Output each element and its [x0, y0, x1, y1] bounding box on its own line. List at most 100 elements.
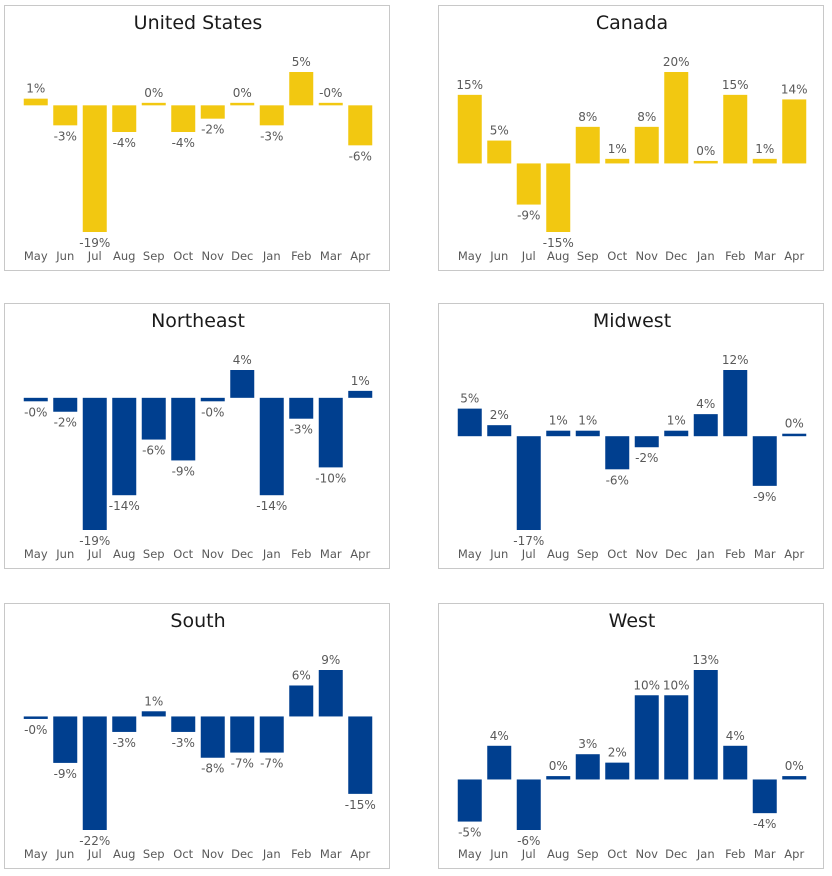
chart-title: Canada: [596, 12, 668, 34]
bar: [53, 716, 78, 763]
data-label: 4%: [490, 729, 509, 743]
bar: [230, 370, 255, 398]
bar: [289, 72, 314, 106]
bar: [348, 716, 373, 794]
bar: [664, 430, 689, 437]
x-tick-label: Jun: [489, 847, 508, 861]
chart-panel-midwest: Midwest 5% May 2% Jun -17% Jul 1% Aug 1% Sep -6% Oct…: [438, 303, 824, 569]
x-tick-label: Dec: [665, 547, 687, 561]
bar: [605, 436, 630, 470]
data-label: 2%: [608, 746, 627, 760]
bar: [693, 670, 718, 780]
chart-svg: Midwest 5% May 2% Jun -17%Jul 1% Aug 1% Sep -6% Oct…: [457, 310, 807, 561]
bar: [693, 414, 718, 437]
bar: [289, 685, 314, 717]
bar: [230, 102, 255, 106]
x-tick-label: Dec: [231, 847, 253, 861]
x-tick-label: Aug: [547, 547, 569, 561]
data-label: -7%: [231, 757, 254, 771]
data-label: 8%: [637, 110, 656, 124]
x-tick-label: Jan: [696, 249, 715, 263]
data-label: -9%: [172, 464, 195, 478]
bar: [605, 762, 630, 780]
data-label: -3%: [290, 423, 313, 437]
bar: [230, 716, 255, 753]
bar: [516, 779, 541, 830]
chart-title: Midwest: [593, 310, 671, 332]
data-label: 1%: [549, 414, 568, 428]
x-tick-label: Feb: [725, 847, 745, 861]
bar: [289, 397, 314, 419]
bar: [348, 390, 373, 398]
x-tick-label: Oct: [173, 249, 193, 263]
chart-title: Northeast: [151, 310, 245, 332]
bar: [546, 776, 571, 780]
x-tick-label: Nov: [636, 847, 659, 861]
bar: [112, 105, 137, 132]
x-tick-label: Sep: [143, 547, 165, 561]
x-tick-label: Aug: [547, 249, 569, 263]
data-label: 15%: [456, 78, 483, 92]
bar: [318, 397, 343, 468]
bar: [487, 745, 512, 780]
data-label: -7%: [260, 757, 283, 771]
bar: [141, 397, 166, 440]
x-tick-label: Feb: [725, 249, 745, 263]
data-label: -9%: [54, 767, 77, 781]
data-label: -5%: [458, 826, 481, 840]
chart-svg: Canada 15% May 5% Jun -9% Jul -15%Aug 8% Sep 1% Oct…: [456, 12, 807, 263]
data-label: 0%: [785, 417, 804, 431]
bar: [634, 126, 659, 164]
x-tick-label: Jul: [521, 847, 536, 861]
bar: [457, 408, 482, 437]
x-tick-label: Apr: [350, 547, 370, 561]
bar: [664, 695, 689, 780]
bar: [782, 776, 807, 780]
data-label: 6%: [292, 668, 311, 682]
data-label: 0%: [696, 144, 715, 158]
bar: [200, 716, 225, 758]
bar: [53, 397, 78, 412]
x-tick-label: Feb: [291, 249, 311, 263]
x-tick-label: Feb: [291, 547, 311, 561]
data-label: -19%: [79, 236, 110, 250]
bar: [752, 158, 777, 164]
data-label: 4%: [233, 353, 252, 367]
data-label: 4%: [696, 397, 715, 411]
bar: [723, 94, 748, 164]
data-label: 0%: [785, 759, 804, 773]
x-tick-label: Sep: [577, 249, 599, 263]
x-tick-label: Jun: [489, 547, 508, 561]
data-label: 10%: [633, 678, 660, 692]
x-tick-label: Apr: [350, 249, 370, 263]
data-label: -4%: [113, 136, 136, 150]
data-label: 3%: [578, 737, 597, 751]
chart-panel-west: West -5% May 4% Jun -6% Jul 0% Aug 3% Sep 2% Oct 10% N…: [438, 603, 824, 869]
bar: [171, 397, 196, 461]
data-label: 0%: [549, 759, 568, 773]
x-tick-label: Aug: [113, 249, 135, 263]
bar: [634, 695, 659, 780]
data-label: -3%: [54, 129, 77, 143]
bar: [693, 160, 718, 164]
x-tick-label: Sep: [143, 249, 165, 263]
data-label: 5%: [292, 55, 311, 69]
bar: [82, 105, 107, 232]
data-label: 1%: [26, 82, 45, 96]
x-tick-label: Mar: [754, 249, 776, 263]
chart-panel-northeast: Northeast -0% May -2% Jun -19% Jul -14% Aug -6% Se…: [4, 303, 390, 569]
data-label: -17%: [513, 534, 544, 548]
x-tick-label: Oct: [173, 847, 193, 861]
x-tick-label: Mar: [320, 847, 342, 861]
data-label: -15%: [345, 798, 376, 812]
data-label: 10%: [663, 678, 690, 692]
bar: [23, 716, 48, 719]
bar: [546, 163, 571, 232]
data-label: 13%: [692, 653, 719, 667]
x-tick-label: Aug: [113, 847, 135, 861]
x-tick-label: May: [458, 249, 482, 263]
bar: [782, 99, 807, 164]
data-label: -3%: [260, 129, 283, 143]
data-label: 5%: [460, 392, 479, 406]
x-tick-label: Mar: [754, 847, 776, 861]
